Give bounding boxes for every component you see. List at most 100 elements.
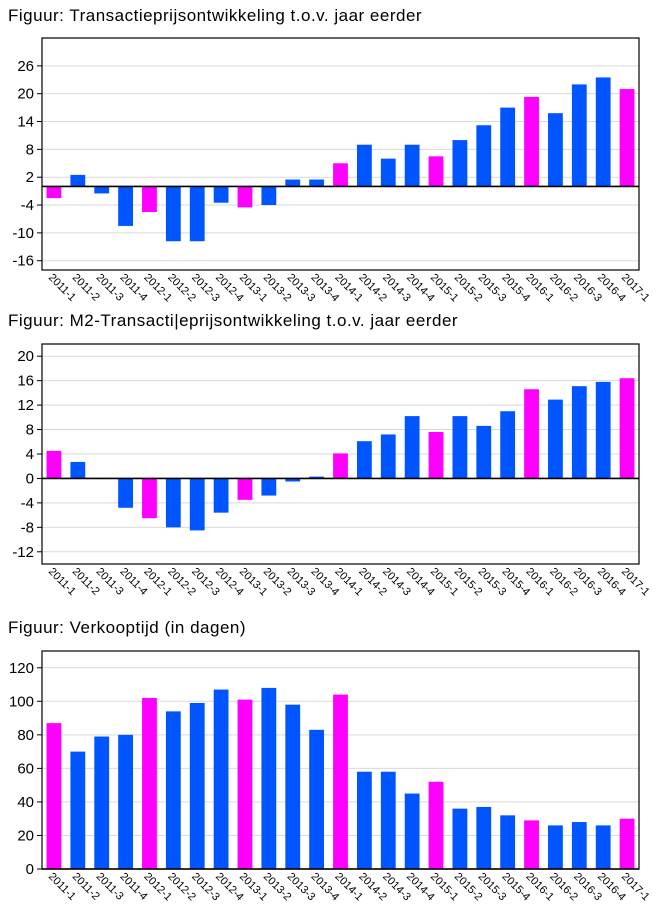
bar-2012-4 <box>213 478 229 513</box>
y-tick-label: 8 <box>26 141 34 158</box>
bar-2014-3 <box>380 434 396 479</box>
y-tick-label: 20 <box>17 348 34 365</box>
bar-2012-1 <box>142 186 157 212</box>
bar-2014-4 <box>404 416 420 479</box>
bar-2015-4 <box>500 815 516 869</box>
y-tick-label: 0 <box>26 470 34 487</box>
y-tick-label: 0 <box>26 861 34 878</box>
bar-2011-4 <box>118 734 133 869</box>
bar-2015-3 <box>476 425 492 479</box>
y-tick-label: 120 <box>9 660 34 677</box>
bar-2011-4 <box>118 478 133 508</box>
bar-2013-3 <box>285 704 301 869</box>
bar-2016-1 <box>524 389 539 479</box>
bar-2011-1 <box>46 723 62 869</box>
bar-2013-1 <box>237 478 253 500</box>
bar-2017-1 <box>619 818 635 869</box>
bar-2015-2 <box>452 140 468 187</box>
y-tick-label: 100 <box>9 693 34 710</box>
plot-frame <box>41 650 640 870</box>
bar-2015-4 <box>500 411 516 479</box>
bar-2013-2 <box>261 687 277 869</box>
y-tick-label: 26 <box>17 58 34 75</box>
plot-frame <box>41 37 640 271</box>
bar-2012-4 <box>213 689 229 869</box>
y-tick-label: -10 <box>12 225 34 242</box>
bar-2016-4 <box>595 77 611 187</box>
bar-2014-3 <box>380 158 396 187</box>
bar-2016-2 <box>548 825 563 869</box>
bar-2011-2 <box>70 461 86 479</box>
y-tick-label: -16 <box>12 253 34 270</box>
bar-2012-3 <box>189 702 205 869</box>
bar-2012-3 <box>189 478 205 531</box>
bar-2013-1 <box>237 186 253 208</box>
bar-2014-3 <box>380 771 396 869</box>
bar-2011-2 <box>70 174 86 187</box>
y-tick-label: 20 <box>17 86 34 103</box>
y-tick-label: 4 <box>26 446 34 463</box>
bar-2017-1 <box>619 89 635 187</box>
y-tick-label: 16 <box>17 373 34 390</box>
bar-2016-1 <box>524 820 539 869</box>
chart-2: 201612840-4-8-122011-12011-22011-32011-4… <box>12 343 652 598</box>
bar-2012-2 <box>165 711 181 869</box>
bar-2013-4 <box>309 476 325 479</box>
bar-2015-4 <box>500 107 516 187</box>
y-tick-label: -4 <box>21 197 34 214</box>
bar-2011-4 <box>118 186 133 226</box>
y-tick-label: 40 <box>17 794 34 811</box>
bar-2016-4 <box>595 381 611 479</box>
bar-2012-3 <box>189 186 205 242</box>
bar-2015-1 <box>428 432 444 479</box>
y-tick-label: 60 <box>17 760 34 777</box>
bar-2011-3 <box>94 736 110 869</box>
bar-2013-2 <box>261 478 277 496</box>
bar-2014-2 <box>356 144 372 187</box>
y-tick-label: 2 <box>26 169 34 186</box>
bar-2016-3 <box>571 84 587 187</box>
bar-2013-1 <box>237 699 253 869</box>
bar-2012-2 <box>165 186 181 242</box>
bar-2015-2 <box>452 416 468 479</box>
bar-2014-1 <box>333 694 348 869</box>
bar-2012-2 <box>165 478 181 528</box>
bar-2016-3 <box>571 822 587 869</box>
chart-1: 26201482-4-10-162011-12011-22011-32011-4… <box>12 37 652 304</box>
chart-3-title: Figuur: Verkooptijd (in dagen) <box>8 618 247 637</box>
bar-2016-2 <box>548 113 563 187</box>
bar-2017-1 <box>619 378 635 479</box>
bar-2012-1 <box>142 478 157 519</box>
y-tick-label: -4 <box>21 495 34 512</box>
bar-2015-1 <box>428 156 444 187</box>
chart-3: 1201008060402002011-12011-22011-32011-42… <box>9 650 652 903</box>
plot-frame <box>41 343 640 565</box>
bar-2015-2 <box>452 808 468 869</box>
bar-2012-4 <box>213 186 229 203</box>
y-tick-label: -8 <box>21 519 34 536</box>
bar-2014-4 <box>404 793 420 869</box>
y-tick-label: 14 <box>17 114 34 131</box>
bar-2016-1 <box>524 96 539 187</box>
bar-2013-2 <box>261 186 277 206</box>
y-tick-label: 80 <box>17 727 34 744</box>
bar-2013-4 <box>309 729 325 869</box>
bar-2013-3 <box>285 478 301 482</box>
bar-2011-3 <box>94 186 110 194</box>
bar-2011-2 <box>70 751 86 869</box>
bar-2014-4 <box>404 144 420 187</box>
bar-2014-1 <box>333 163 348 187</box>
bar-2012-1 <box>142 697 157 869</box>
chart-2-title: Figuur: M2-Transacti|eprijsontwikkeling … <box>8 311 459 330</box>
bar-2016-2 <box>548 399 563 479</box>
y-tick-label: 8 <box>26 422 34 439</box>
bar-2014-2 <box>356 441 372 479</box>
bar-2013-4 <box>309 179 325 187</box>
bar-2015-1 <box>428 781 444 869</box>
bar-2013-3 <box>285 179 301 187</box>
bar-2014-1 <box>333 453 348 479</box>
bar-2014-2 <box>356 771 372 869</box>
bar-2016-4 <box>595 825 611 869</box>
bar-2016-3 <box>571 386 587 479</box>
bar-2015-3 <box>476 125 492 187</box>
